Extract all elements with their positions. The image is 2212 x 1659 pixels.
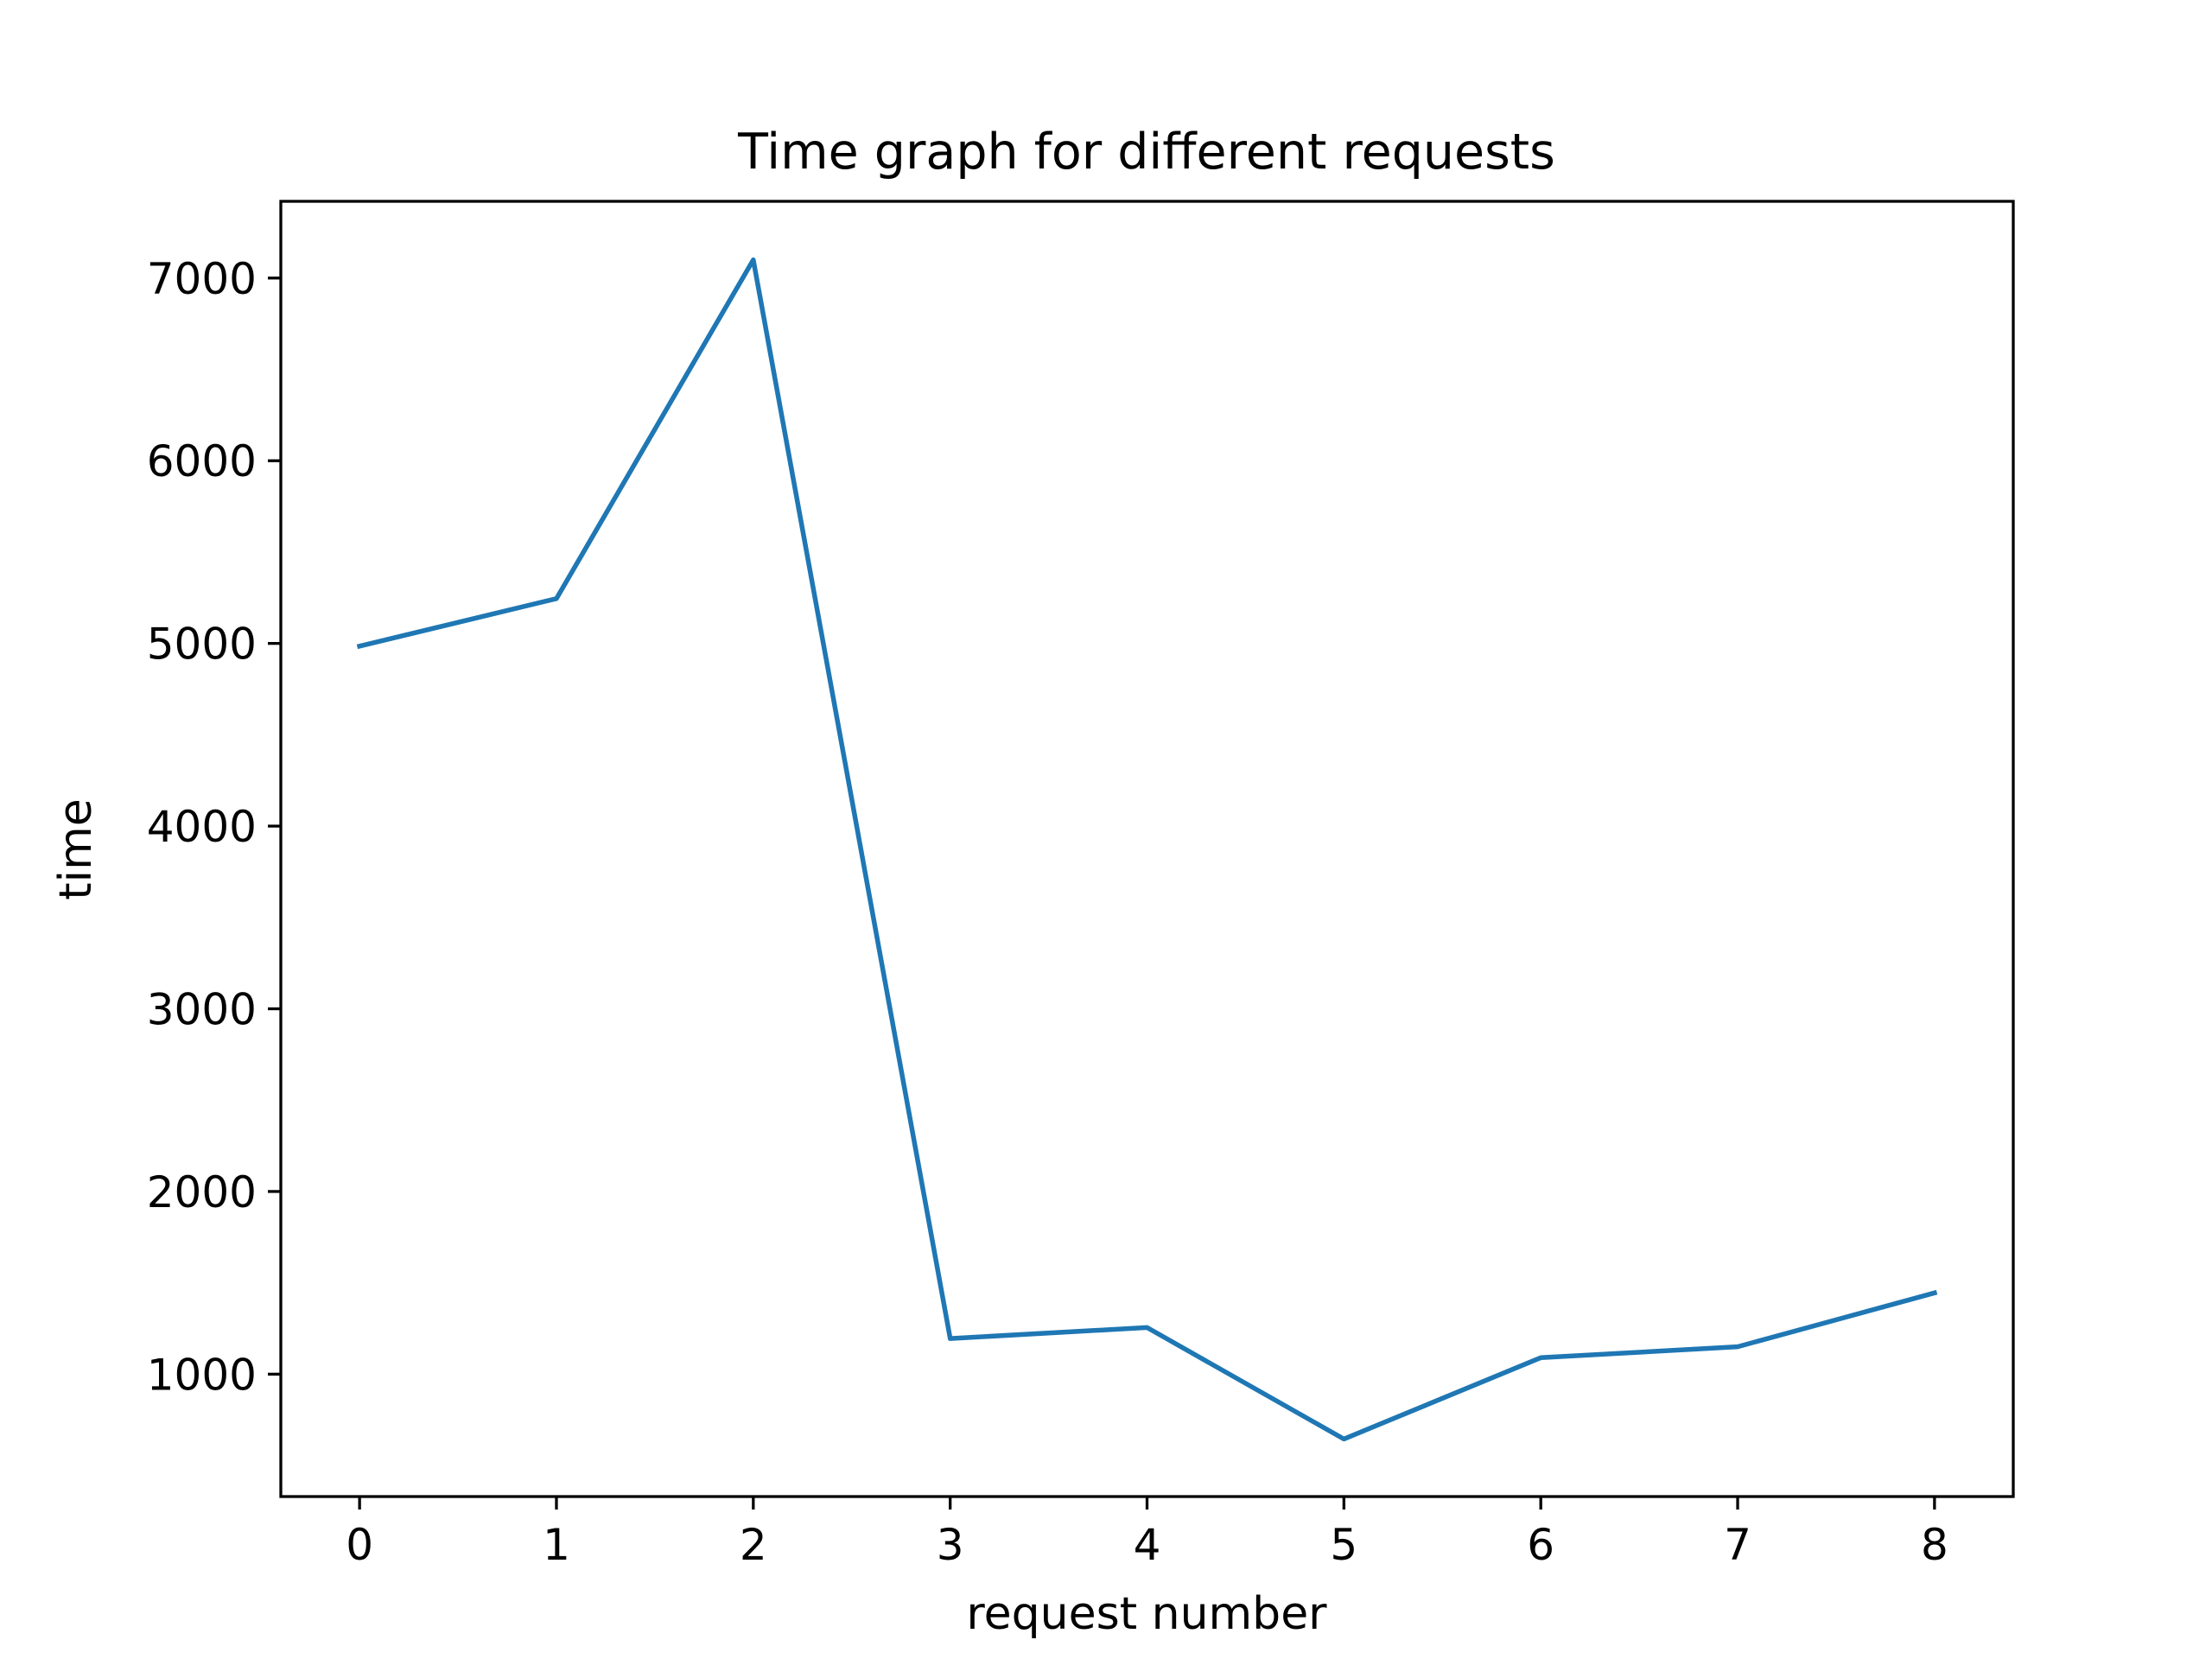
plot-background — [281, 201, 2013, 1497]
x-axis: 0 1 2 3 4 5 6 7 8 — [346, 1497, 1948, 1570]
x-tick-label: 6 — [1527, 1520, 1554, 1570]
y-tick-label: 4000 — [147, 802, 257, 852]
y-axis-label: time — [50, 798, 102, 899]
y-tick-label: 5000 — [147, 620, 257, 670]
x-tick-label: 0 — [346, 1520, 373, 1570]
plot-area: 0 1 2 3 4 5 6 7 8 1000 2000 3000 4000 5000 6000 7000 — [147, 200, 2015, 1570]
y-tick-label: 1000 — [147, 1350, 257, 1400]
y-tick-label: 6000 — [147, 436, 257, 486]
series-layer — [356, 257, 1938, 1442]
y-tick-label: 2000 — [147, 1167, 257, 1217]
chart-title: Time graph for different requests — [737, 124, 1555, 181]
x-axis-label: request number — [966, 1588, 1327, 1640]
x-tick-label: 1 — [543, 1520, 570, 1570]
x-tick-label: 5 — [1330, 1520, 1357, 1570]
x-tick-label: 7 — [1724, 1520, 1751, 1570]
x-tick-label: 4 — [1134, 1520, 1161, 1570]
x-tick-label: 3 — [937, 1520, 964, 1570]
y-axis: 1000 2000 3000 4000 5000 6000 7000 — [147, 254, 281, 1400]
x-tick-label: 2 — [740, 1520, 767, 1570]
x-tick-label: 8 — [1921, 1520, 1948, 1570]
y-tick-label: 3000 — [147, 984, 257, 1034]
y-tick-label: 7000 — [147, 254, 257, 304]
